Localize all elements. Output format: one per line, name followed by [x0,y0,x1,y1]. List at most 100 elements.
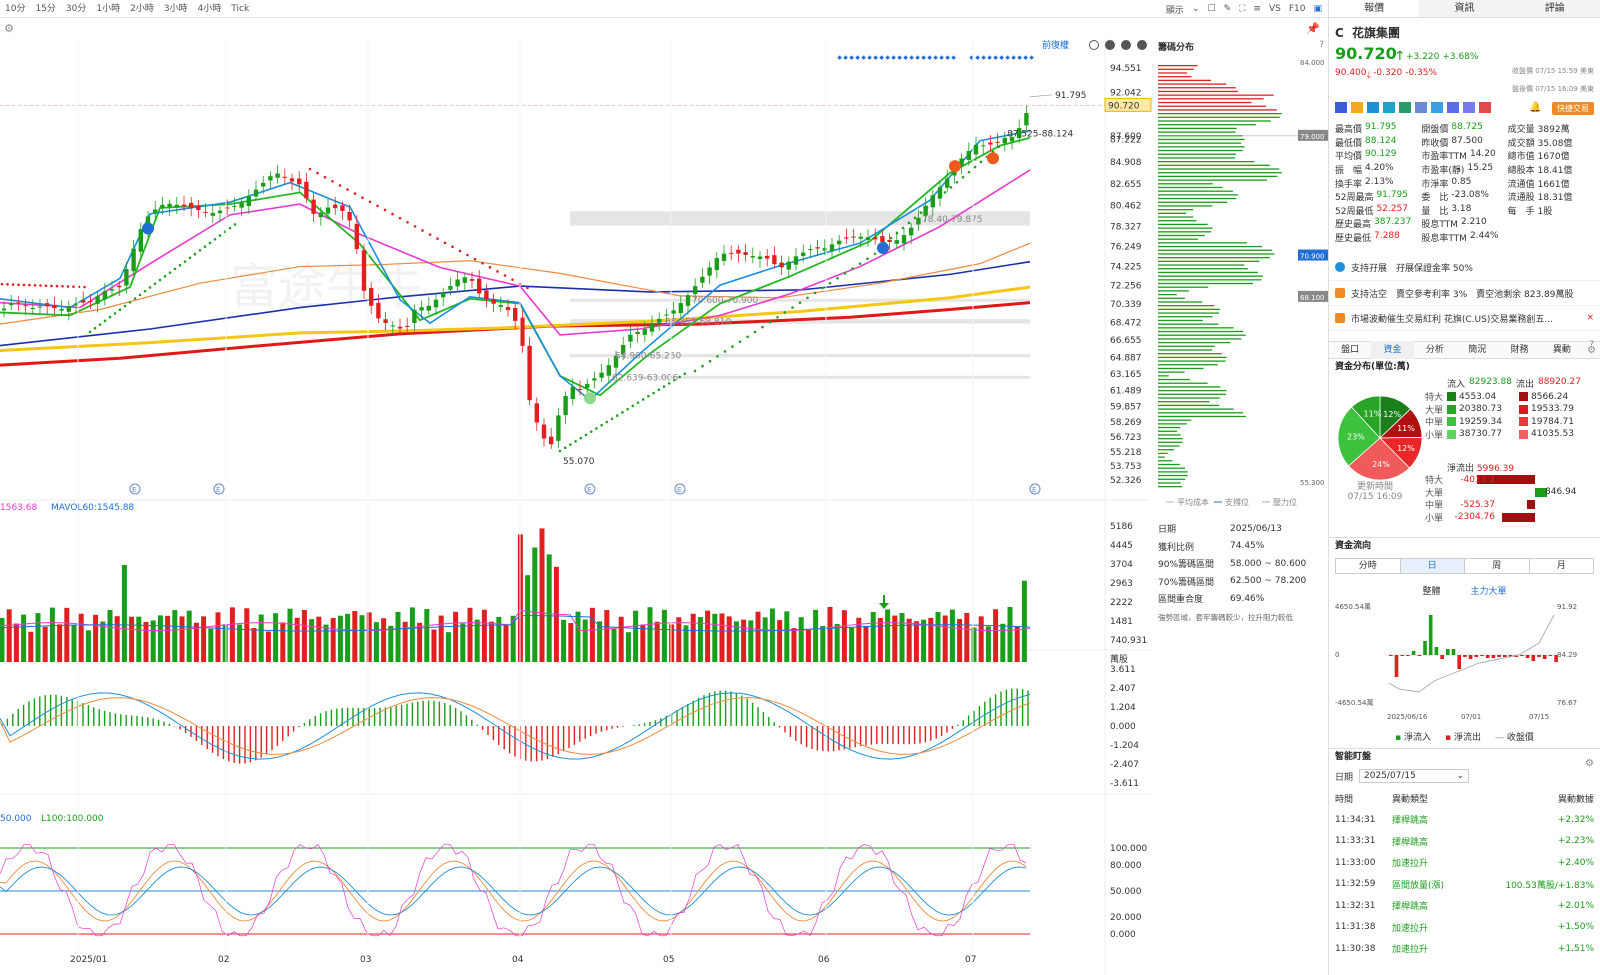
period-3[interactable]: 月 [1556,561,1566,572]
24h-icon[interactable] [1367,102,1379,113]
signal-marker [1005,55,1010,60]
smart-row[interactable]: 11:31:38 加速拉升 +1.50% [1329,916,1600,938]
smart-row[interactable]: 11:34:31 擇桿跳高 +2.32% [1329,809,1600,831]
volume-bar [1007,607,1013,662]
grid-icon[interactable] [1463,102,1475,113]
chip-bar [1158,341,1231,344]
gear-icon[interactable]: ⚙ [4,21,14,35]
lightning-icon[interactable] [1351,102,1363,113]
flow-tab-main[interactable]: 主力大單 [1470,587,1507,598]
timeframe-0[interactable]: 10分 [5,3,26,14]
quote-row: 最低價 88.124 昨收價 87.500 成交額 35.08億 [1335,136,1594,150]
timeframe-4[interactable]: 2小時 [130,3,154,14]
link-icon[interactable] [1383,102,1395,113]
candle-body [628,334,633,342]
sar-dot [610,417,614,421]
period-0[interactable]: 分時 [1336,559,1401,574]
fund-subtab-1[interactable]: 資金 [1371,341,1414,360]
fund-rows: 特大 4553.04 8566.24 大單 20380.73 19533.79 中單 1925… [1425,390,1574,441]
pen-icon[interactable]: ✎ [1223,4,1232,14]
date-select[interactable]: 2025/07/15 ⌄ [1359,769,1470,784]
vs-button[interactable]: VS [1268,4,1281,14]
volume-bar [215,612,221,662]
flow-title: 資金流向 [1335,541,1372,552]
timeframe-1[interactable]: 15分 [35,3,56,14]
tag-row[interactable]: 市場波動催生交易紅利 花旗(C.US)交易業務創五... × [1329,306,1600,332]
flow-date: 07/01 [1461,713,1481,721]
chip-bar [1158,334,1246,336]
flow-tab-all[interactable]: 整體 [1422,587,1441,598]
inflow-value: 82923.88 [1469,377,1512,388]
period-2[interactable]: 周 [1465,559,1530,574]
chip-bar [1158,194,1238,196]
timeframe-6[interactable]: 4小時 [197,3,222,14]
quote-cell: 委 比 -23.08% [1421,190,1507,203]
chip-bar [1158,356,1227,359]
tab-info[interactable]: 資訊 [1419,0,1510,17]
plus-circle-icon[interactable] [1137,40,1147,50]
period-1[interactable]: 日 [1400,559,1465,574]
timeframe-3[interactable]: 1小時 [96,3,121,14]
help-icon[interactable]: ? [1589,340,1594,350]
smart-row[interactable]: 11:33:00 加速拉升 +2.40% [1329,852,1600,874]
vol-legend: MAVOL60:1545.88 [51,503,134,513]
pin-icon[interactable]: 📌 [1306,21,1320,35]
chip-bar [1158,397,1220,399]
fund-subtab-2[interactable]: 分析 [1425,345,1444,356]
candle-body [1009,137,1015,142]
price-tick: 68.472 [1110,318,1142,328]
restore-toggle[interactable]: 前復權 [1042,39,1069,51]
smart-row[interactable]: 11:30:38 加速拉升 +1.51% [1329,938,1600,960]
timeframe-5[interactable]: 3小時 [163,3,188,14]
signal-marker [837,55,842,60]
signal-marker [993,55,998,60]
smart-row[interactable]: 11:32:31 擇桿跳高 +2.01% [1329,895,1600,917]
doc-icon[interactable] [1447,102,1459,113]
minus-circle-icon[interactable] [1121,40,1131,50]
chevron-down-icon[interactable]: ⌄ [1191,4,1200,14]
volume-bar [827,606,833,662]
quote-cell: 歷史最高 387.237 [1335,217,1421,230]
chart-icon[interactable] [1415,102,1427,113]
square-icon[interactable]: ☐ [1207,4,1216,14]
fund-subtab-0[interactable]: 盤口 [1341,345,1360,356]
minus-circle-icon[interactable] [1105,40,1115,50]
vol-tick: 萬股 [1110,653,1128,665]
tag-row[interactable]: 支持孖展 孖展保證金率 50% [1329,254,1600,282]
display-menu[interactable]: 顯示 [1165,5,1184,16]
close-icon[interactable]: × [1586,313,1594,324]
timeframe-7[interactable]: Tick [231,3,250,14]
expand-icon[interactable]: ⛶ [1239,4,1246,14]
event-marker [584,392,596,405]
tab-quote[interactable]: 報價 [1329,0,1420,17]
smart-value: +1.51% [1557,943,1594,954]
quote-key: 歷史最低 [1335,234,1372,245]
candle-body [880,236,885,243]
fund-subtab-3[interactable]: 簡況 [1468,345,1487,356]
fund-subtab-4[interactable]: 財務 [1510,345,1529,356]
tab-comments[interactable]: 評論 [1509,0,1600,17]
tag-row[interactable]: 支持沽空 賣空參考利率 3% 賣空池剩余 823.89萬股 [1329,281,1600,307]
gear-icon[interactable]: ⚙ [1585,758,1594,769]
gear-icon[interactable]: ⚙ [1587,344,1597,356]
bell-icon[interactable]: 🔔 [1529,102,1542,113]
box-icon[interactable] [1399,102,1411,113]
quote-value: 387.237 [1374,217,1412,228]
volume-bar [287,608,293,662]
smart-row[interactable]: 11:33:31 擇桿跳高 +2.23% [1329,830,1600,852]
eye-icon[interactable] [1431,102,1443,113]
chip-bar [1158,257,1270,259]
outflow-swatch [1519,392,1528,402]
kdj-tick: 20.000 [1110,913,1142,923]
panel-toggle-icon[interactable]: ▣ [1313,4,1322,14]
help-icon[interactable]: ? [1319,40,1324,50]
smart-row[interactable]: 11:32:59 區間放量(漲) 100.53萬股/+1.83% [1329,873,1600,895]
timeframe-2[interactable]: 30分 [65,3,87,14]
heart-icon[interactable] [1479,102,1491,113]
fast-trade-button[interactable]: 快捷交易 [1552,102,1594,115]
chart-type-icon[interactable] [1089,40,1099,50]
layout-icon[interactable]: ≡ [1253,4,1261,14]
f10-button[interactable]: F10 [1288,4,1306,14]
fund-subtab-5[interactable]: 異動 [1552,345,1571,356]
